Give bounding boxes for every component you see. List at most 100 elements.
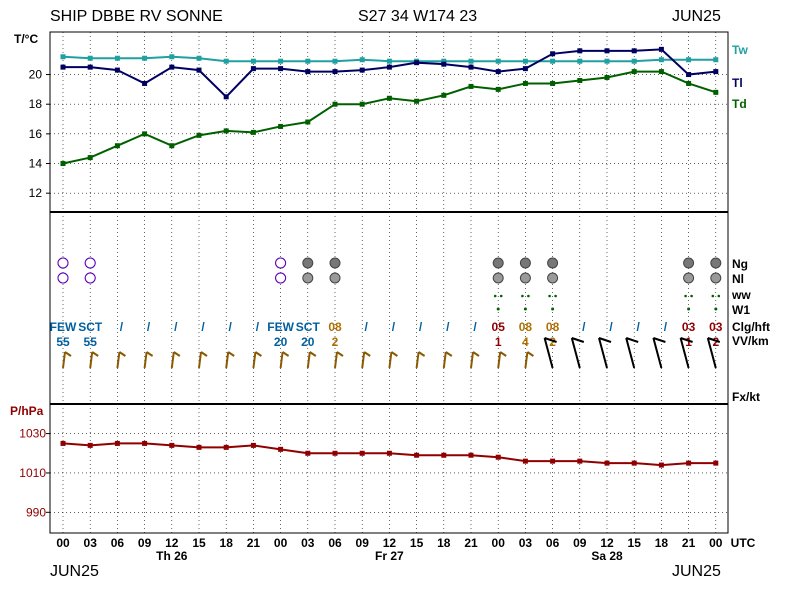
series-point-tl — [631, 48, 637, 54]
series-point-tw — [658, 57, 664, 63]
series-point-tw — [495, 58, 501, 64]
wind-barb-flag — [445, 351, 453, 357]
series-point-td — [142, 131, 148, 137]
time-tick-label: 00 — [274, 536, 288, 550]
series-point-td — [359, 101, 365, 107]
cloud-height-label: 2 — [549, 335, 556, 349]
series-point-tl — [522, 66, 528, 72]
wind-barb — [570, 337, 581, 369]
series-line-td — [62, 70, 717, 165]
series-point-td — [278, 123, 284, 129]
cloud-cover-symbol — [492, 257, 504, 269]
series-point-tw — [522, 58, 528, 64]
cloud-height-label: 55 — [56, 335, 70, 349]
time-tick-label: 21 — [464, 536, 478, 550]
series-point-pressure — [332, 450, 338, 456]
wind-barb-flag — [571, 337, 585, 343]
cloud-amount-label: 03 — [709, 320, 723, 334]
wind-barb — [198, 351, 202, 369]
series-point-tl — [332, 69, 338, 75]
time-tick-label: 21 — [247, 536, 261, 550]
header-month: JUN25 — [672, 8, 721, 25]
weather-dot — [711, 294, 715, 298]
series-point-pressure — [631, 460, 637, 466]
wind-barb — [598, 337, 608, 369]
series-point-tl — [604, 48, 610, 54]
wind-barb — [116, 351, 121, 369]
cloud-amount-label: 08 — [546, 320, 560, 334]
series-point-tw — [631, 58, 637, 64]
wind-barb — [543, 337, 554, 369]
footer-month-right: JUN25 — [672, 563, 721, 580]
cloud-height-label: 20 — [274, 335, 288, 349]
temperature-tick-label: 18 — [29, 97, 43, 111]
day-label: Th 26 — [156, 549, 188, 563]
series-point-pressure — [223, 444, 229, 450]
wind-barb — [89, 351, 94, 369]
cloud-missing-mark: / — [229, 320, 233, 334]
series-point-pressure — [604, 460, 610, 466]
cloud-missing-mark: / — [392, 320, 396, 334]
series-point-td — [495, 86, 501, 92]
series-point-td — [713, 89, 719, 95]
weather-dot — [717, 294, 721, 298]
time-tick-label: 15 — [628, 536, 642, 550]
series-point-tl — [713, 69, 719, 75]
low-cloud-symbol — [547, 272, 559, 284]
time-tick-label: 21 — [682, 536, 696, 550]
series-point-tw — [250, 58, 256, 64]
wind-barb — [442, 351, 447, 369]
fx-row-label: Fx/kt — [732, 390, 761, 404]
series-point-tw — [550, 58, 556, 64]
time-tick-label: 00 — [56, 536, 70, 550]
low-cloud-symbol — [710, 272, 722, 284]
cloud-missing-mark: / — [582, 320, 586, 334]
low-cloud-symbol — [683, 272, 695, 284]
series-point-tl — [278, 66, 284, 72]
legend-tw: Tw — [732, 43, 748, 57]
series-point-pressure — [114, 440, 120, 446]
time-tick-label: 15 — [192, 536, 206, 550]
time-tick-label: 09 — [573, 536, 587, 550]
cloud-amount-label: FEW — [267, 320, 294, 334]
vv-row-label: VV/km — [732, 334, 769, 348]
series-point-pressure — [142, 440, 148, 446]
series-point-td — [332, 101, 338, 107]
station-title: SHIP DBBE RV SONNE — [50, 8, 223, 25]
time-tick-label: 06 — [546, 536, 560, 550]
series-point-tl — [87, 64, 93, 70]
past-weather-dot — [714, 307, 718, 311]
wind-barb — [361, 351, 366, 369]
weather-dot — [499, 294, 503, 298]
series-point-td — [631, 69, 637, 75]
series-point-td — [169, 143, 175, 149]
time-tick-label: 03 — [301, 536, 315, 550]
cloud-cover-symbol — [57, 257, 69, 269]
cloud-cover-symbol — [302, 257, 314, 269]
cloud-cover-symbol — [275, 257, 287, 269]
series-point-tw — [278, 58, 284, 64]
series-point-tw — [87, 55, 93, 61]
wind-barb-flag — [418, 351, 426, 357]
temperature-axis-label: T/°C — [14, 32, 39, 46]
time-tick-label: 06 — [328, 536, 342, 550]
wind-barb — [415, 351, 420, 369]
weather-dot — [521, 294, 524, 298]
wind-barb-flag — [625, 337, 639, 343]
time-tick-label: 15 — [410, 536, 424, 550]
wind-barb — [252, 351, 257, 369]
cloud-missing-mark: / — [147, 320, 151, 334]
cloud-missing-mark: / — [637, 320, 641, 334]
series-point-tw — [114, 55, 120, 61]
series-point-tl — [441, 61, 447, 67]
series-point-tl — [114, 67, 120, 73]
wind-barb — [679, 337, 690, 369]
clg-row-label: Clg/hft — [732, 320, 770, 334]
series-point-pressure — [169, 442, 175, 448]
series-point-td — [386, 95, 392, 101]
day-label: Sa 28 — [591, 549, 623, 563]
cloud-missing-mark: / — [365, 320, 369, 334]
low-cloud-symbol — [302, 272, 314, 284]
series-point-td — [250, 129, 256, 135]
